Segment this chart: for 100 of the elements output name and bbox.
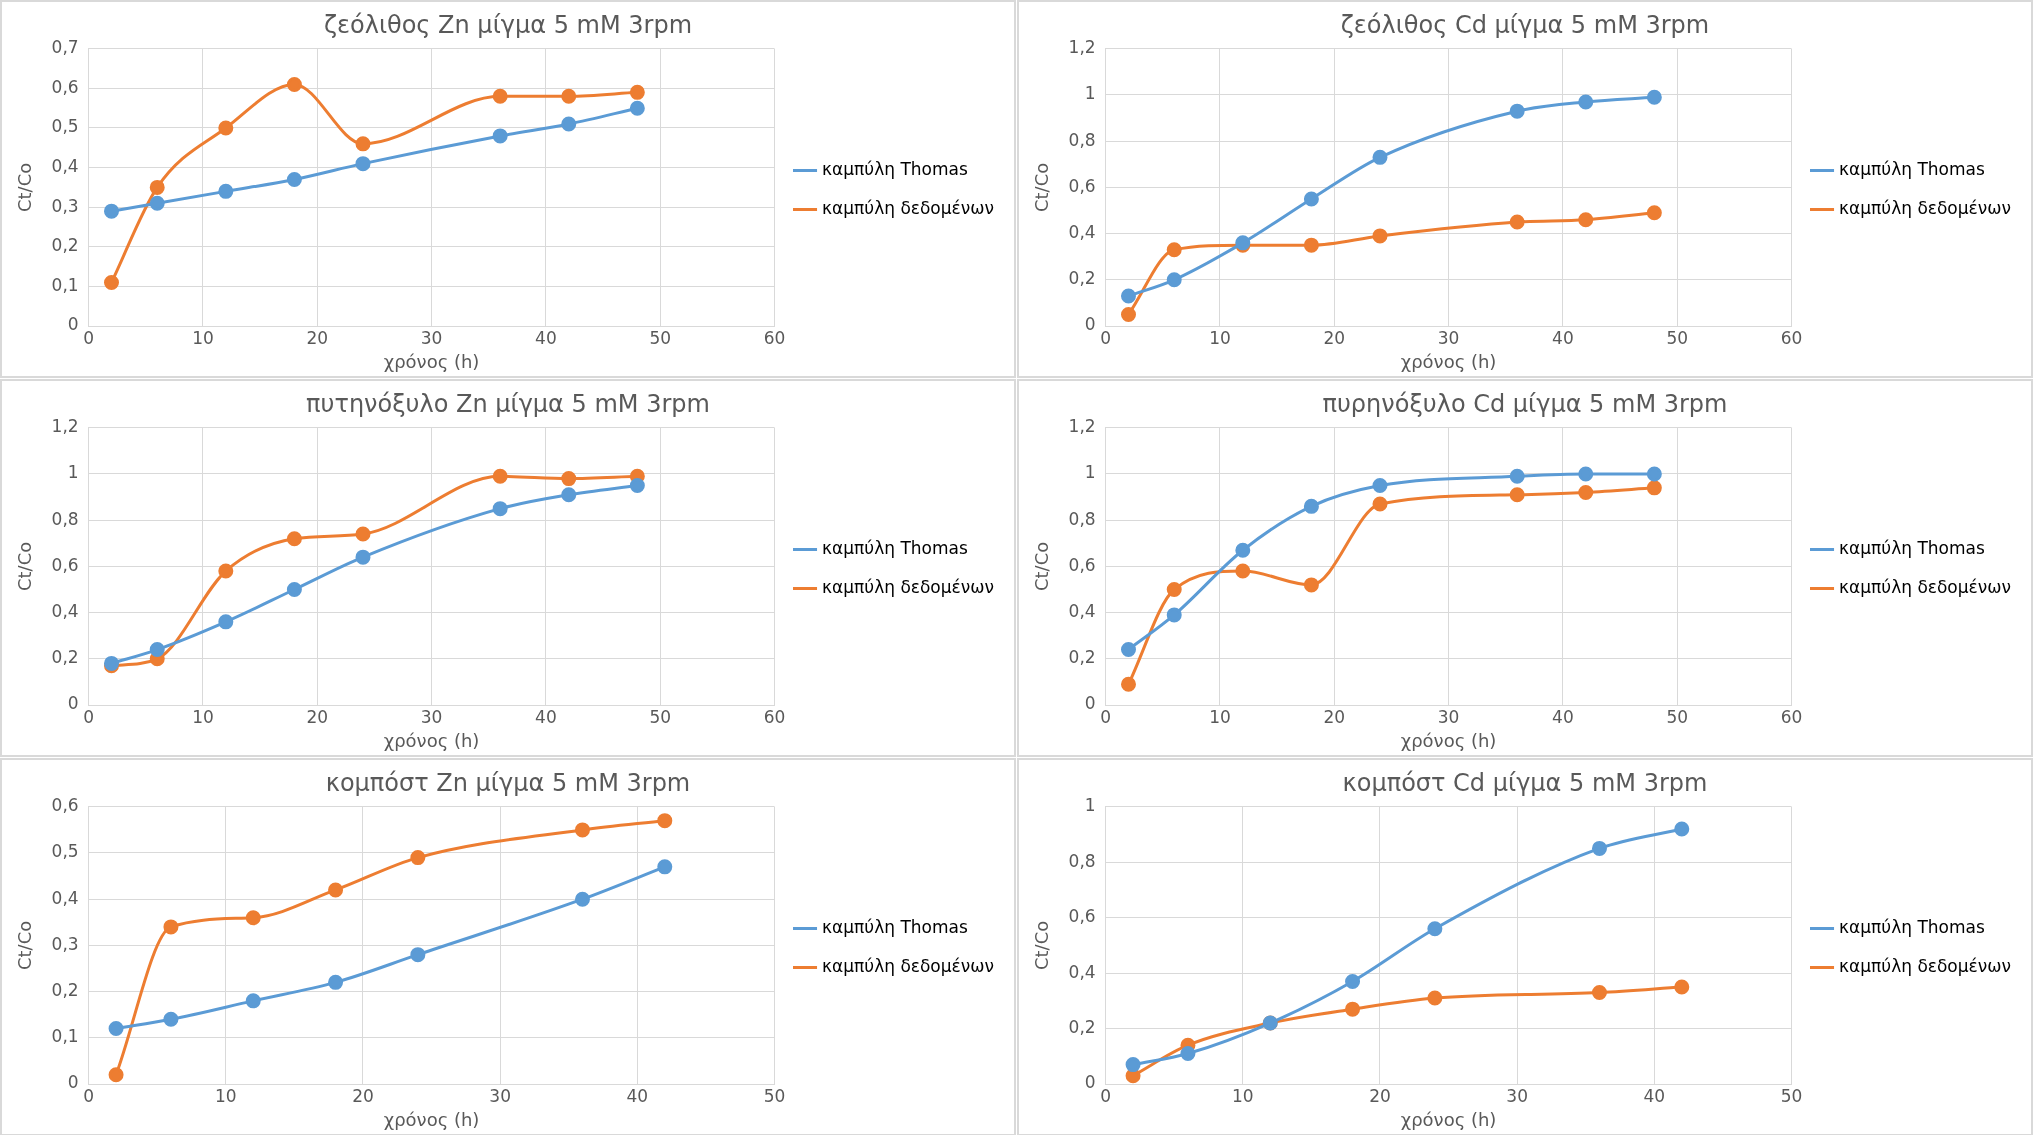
y-tick-label: 0,2 [1068, 268, 1096, 289]
legend-label: καμπύλη Thomas [822, 158, 968, 179]
x-tick-label: 0 [83, 706, 95, 727]
x-tick-label: 50 [649, 327, 672, 348]
y-tick-label: 0 [67, 693, 79, 714]
y-tick-label: 0,4 [1068, 961, 1096, 982]
x-axis-title: χρόνος (h) [1400, 350, 1497, 372]
legend-label: καμπύλη Thomas [822, 537, 968, 558]
y-tick-label: 1 [1084, 83, 1096, 104]
y-axis-title: Ct/Co [14, 541, 36, 592]
x-tick-label: 0 [1100, 706, 1112, 727]
x-tick-label: 60 [763, 327, 786, 348]
x-axis-title: χρόνος (h) [383, 1108, 480, 1130]
x-tick-label: 0 [1100, 327, 1112, 348]
chart-title: ζεόλιθος Zn μίγμα 5 mM 3rpm [323, 10, 693, 39]
legend-label: καμπύλη δεδομένων [822, 576, 995, 597]
y-tick-label: 0,3 [51, 195, 79, 216]
y-tick-label: 1 [1084, 795, 1096, 816]
x-tick-label: 20 [1323, 327, 1346, 348]
chart-title: κομπόστ Zn μίγμα 5 mM 3rpm [325, 768, 691, 797]
y-tick-label: 0,1 [51, 274, 79, 295]
x-tick-label: 30 [1437, 327, 1460, 348]
x-tick-label: 40 [626, 1085, 649, 1106]
y-tick-label: 0,8 [1068, 850, 1096, 871]
y-tick-label: 0,4 [1068, 222, 1096, 243]
x-axis-title: χρόνος (h) [383, 729, 480, 751]
legend-label: καμπύλη δεδομένων [1839, 955, 2012, 976]
y-tick-label: 0 [67, 1072, 79, 1093]
y-tick-label: 0,6 [1068, 554, 1096, 575]
x-tick-label: 20 [1369, 1085, 1391, 1106]
y-tick-label: 0,4 [51, 887, 79, 908]
legend-label: καμπύλη δεδομένων [1839, 197, 2012, 218]
chart-title: ζεόλιθος Cd μίγμα 5 mM 3rpm [1340, 10, 1710, 39]
y-axis-title: Ct/Co [14, 162, 36, 213]
x-tick-label: 10 [192, 327, 214, 348]
chart-title: πυρηνόξυλο Cd μίγμα 5 mM 3rpm [1322, 389, 1728, 418]
x-tick-label: 30 [420, 706, 443, 727]
x-tick-label: 40 [1552, 706, 1574, 727]
x-axis-title: χρόνος (h) [383, 350, 480, 372]
y-tick-label: 0,3 [51, 933, 79, 954]
x-tick-label: 50 [1780, 1085, 1803, 1106]
chart-title: πυτηνόξυλο Zn μίγμα 5 mM 3rpm [306, 389, 710, 418]
y-axis-title: Ct/Co [1031, 162, 1053, 213]
y-tick-label: 0,7 [51, 37, 79, 58]
y-tick-label: 0,8 [1068, 508, 1096, 529]
y-tick-label: 0,2 [51, 980, 79, 1001]
y-tick-label: 1,2 [1068, 416, 1096, 437]
y-tick-label: 1 [1084, 462, 1096, 483]
legend-label: καμπύλη Thomas [1839, 158, 1985, 179]
y-tick-label: 0,4 [1068, 601, 1096, 622]
y-tick-label: 0,4 [51, 156, 79, 177]
legend-label: καμπύλη Thomas [822, 916, 968, 937]
y-tick-label: 0,8 [51, 508, 79, 529]
y-axis-title: Ct/Co [1031, 541, 1053, 592]
x-tick-label: 30 [489, 1085, 511, 1106]
y-tick-label: 0,2 [51, 235, 79, 256]
x-tick-label: 30 [1506, 1085, 1528, 1106]
x-axis-title: χρόνος (h) [1400, 729, 1497, 751]
x-tick-label: 60 [1780, 327, 1803, 348]
y-tick-label: 0,4 [51, 601, 79, 622]
legend-label: καμπύλη δεδομένων [822, 197, 995, 218]
y-tick-label: 0,5 [51, 841, 79, 862]
x-tick-label: 50 [763, 1085, 786, 1106]
x-tick-label: 20 [1323, 706, 1346, 727]
x-tick-label: 40 [1643, 1085, 1666, 1106]
y-tick-label: 0,8 [1068, 129, 1096, 150]
x-tick-label: 50 [1666, 327, 1689, 348]
y-tick-label: 0 [1084, 693, 1096, 714]
y-tick-label: 0,2 [51, 647, 79, 668]
y-axis-title: Ct/Co [14, 920, 36, 971]
y-tick-label: 1,2 [1068, 37, 1096, 58]
y-tick-label: 0,2 [1068, 1016, 1096, 1037]
x-tick-label: 20 [306, 706, 329, 727]
legend-label: καμπύλη Thomas [1839, 537, 1985, 558]
x-tick-label: 30 [1437, 706, 1460, 727]
x-tick-label: 50 [649, 706, 672, 727]
y-tick-label: 0 [1084, 314, 1096, 335]
x-tick-label: 60 [763, 706, 786, 727]
x-tick-label: 40 [535, 327, 557, 348]
x-tick-label: 40 [1552, 327, 1574, 348]
legend-label: καμπύλη δεδομένων [1839, 576, 2012, 597]
legend-label: καμπύλη Thomas [1839, 916, 1985, 937]
x-tick-label: 40 [535, 706, 557, 727]
y-tick-label: 0,2 [1068, 647, 1096, 668]
x-tick-label: 10 [1209, 327, 1231, 348]
y-tick-label: 0,6 [1068, 906, 1096, 927]
x-axis-title: χρόνος (h) [1400, 1108, 1497, 1130]
x-tick-label: 10 [214, 1085, 237, 1106]
y-tick-label: 0,6 [51, 554, 79, 575]
x-tick-label: 10 [192, 706, 214, 727]
y-tick-label: 0,6 [51, 76, 79, 97]
x-tick-label: 10 [1231, 1085, 1254, 1106]
y-tick-label: 1 [67, 462, 79, 483]
y-axis-title: Ct/Co [1031, 920, 1053, 971]
x-tick-label: 10 [1209, 706, 1231, 727]
y-tick-label: 0,6 [1068, 175, 1096, 196]
x-tick-label: 50 [1666, 706, 1689, 727]
x-tick-label: 20 [306, 327, 329, 348]
chart-title: κομπόστ Cd μίγμα 5 mM 3rpm [1342, 768, 1708, 797]
y-tick-label: 1,2 [51, 416, 79, 437]
